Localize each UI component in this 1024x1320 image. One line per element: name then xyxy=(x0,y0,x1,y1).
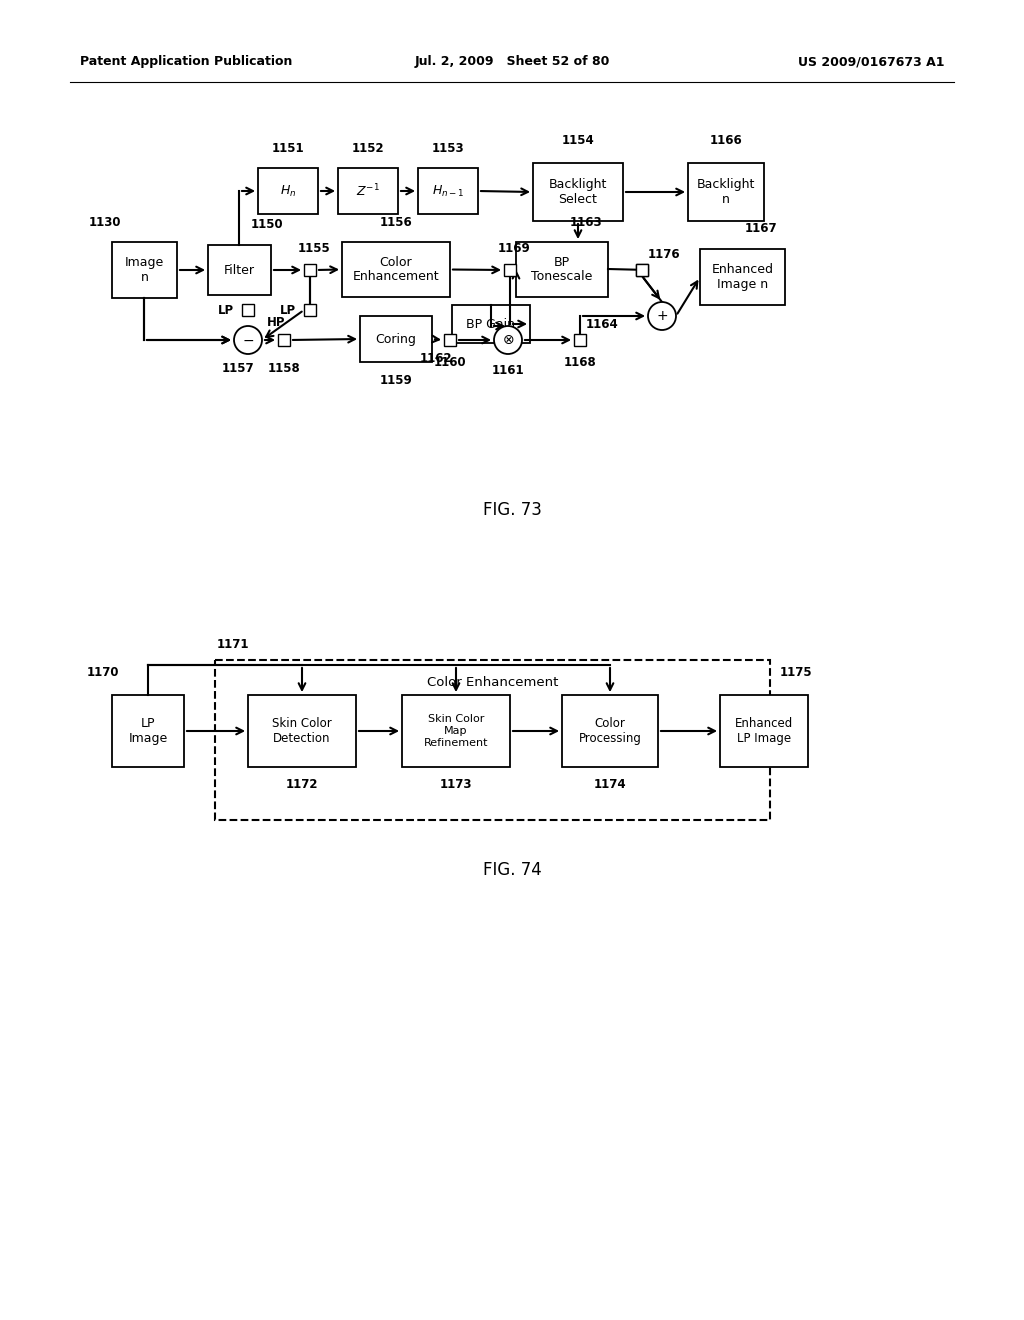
Text: Coring: Coring xyxy=(376,333,417,346)
Text: $H_n$: $H_n$ xyxy=(280,183,296,198)
Text: 1167: 1167 xyxy=(744,223,777,235)
Text: 1168: 1168 xyxy=(563,355,596,368)
Text: Skin Color
Detection: Skin Color Detection xyxy=(272,717,332,744)
Text: 1175: 1175 xyxy=(779,667,812,680)
Text: Enhanced
LP Image: Enhanced LP Image xyxy=(735,717,794,744)
Bar xyxy=(402,696,510,767)
Text: 1173: 1173 xyxy=(439,779,472,792)
Text: Color
Processing: Color Processing xyxy=(579,717,641,744)
Bar xyxy=(444,334,456,346)
Circle shape xyxy=(648,302,676,330)
Bar xyxy=(112,696,184,767)
Bar xyxy=(516,242,608,297)
Text: BP
Tonescale: BP Tonescale xyxy=(531,256,593,284)
Text: 1163: 1163 xyxy=(569,215,602,228)
Bar xyxy=(338,168,398,214)
Text: 1166: 1166 xyxy=(710,135,742,148)
Bar xyxy=(304,264,316,276)
Bar xyxy=(112,242,177,298)
Text: US 2009/0167673 A1: US 2009/0167673 A1 xyxy=(798,55,944,69)
Text: 1160: 1160 xyxy=(434,355,466,368)
Text: LP: LP xyxy=(280,304,296,317)
Text: $H_{n-1}$: $H_{n-1}$ xyxy=(432,183,464,198)
Text: Image
n: Image n xyxy=(125,256,164,284)
Text: FIG. 74: FIG. 74 xyxy=(482,861,542,879)
Bar xyxy=(215,660,770,820)
Text: Enhanced
Image n: Enhanced Image n xyxy=(712,263,773,290)
Text: Backlight
Select: Backlight Select xyxy=(549,178,607,206)
Text: Skin Color
Map
Refinement: Skin Color Map Refinement xyxy=(424,714,488,747)
Text: FIG. 73: FIG. 73 xyxy=(482,502,542,519)
Bar xyxy=(504,264,516,276)
Text: Jul. 2, 2009   Sheet 52 of 80: Jul. 2, 2009 Sheet 52 of 80 xyxy=(415,55,609,69)
Text: $+$: $+$ xyxy=(656,309,668,323)
Text: LP: LP xyxy=(218,304,234,317)
Text: Color Enhancement: Color Enhancement xyxy=(427,676,558,689)
Text: 1170: 1170 xyxy=(87,667,119,680)
Text: 1150: 1150 xyxy=(251,219,284,231)
Bar xyxy=(208,246,271,294)
Text: 1155: 1155 xyxy=(298,242,331,255)
Bar xyxy=(700,249,785,305)
Text: 1156: 1156 xyxy=(380,215,413,228)
Text: Color
Enhancement: Color Enhancement xyxy=(352,256,439,284)
Circle shape xyxy=(234,326,262,354)
Text: Patent Application Publication: Patent Application Publication xyxy=(80,55,293,69)
Text: 1152: 1152 xyxy=(351,141,384,154)
Text: 1153: 1153 xyxy=(432,141,464,154)
Bar xyxy=(360,315,432,362)
Bar xyxy=(574,334,586,346)
Text: 1154: 1154 xyxy=(561,135,594,148)
Bar xyxy=(258,168,318,214)
Bar xyxy=(534,162,623,220)
Bar xyxy=(418,168,478,214)
Text: Backlight
n: Backlight n xyxy=(696,178,755,206)
Bar xyxy=(248,696,356,767)
Text: 1151: 1151 xyxy=(271,141,304,154)
Text: 1162: 1162 xyxy=(420,352,453,366)
Text: 1159: 1159 xyxy=(380,374,413,387)
Bar xyxy=(636,264,648,276)
Text: $\otimes$: $\otimes$ xyxy=(502,333,514,347)
Text: 1174: 1174 xyxy=(594,779,627,792)
Text: 1161: 1161 xyxy=(492,363,524,376)
Bar xyxy=(688,162,764,220)
Text: $-$: $-$ xyxy=(242,333,254,347)
Text: 1158: 1158 xyxy=(267,362,300,375)
Text: 1176: 1176 xyxy=(648,248,680,260)
Text: 1164: 1164 xyxy=(586,318,618,330)
Bar xyxy=(636,264,648,276)
Text: $Z^{-1}$: $Z^{-1}$ xyxy=(356,182,380,199)
Bar xyxy=(242,304,254,315)
Text: LP
Image: LP Image xyxy=(128,717,168,744)
Text: 1169: 1169 xyxy=(498,242,530,255)
Bar xyxy=(278,334,290,346)
Bar xyxy=(304,304,316,315)
Text: Filter: Filter xyxy=(224,264,255,276)
Circle shape xyxy=(494,326,522,354)
Bar xyxy=(720,696,808,767)
Bar xyxy=(342,242,450,297)
Text: 1171: 1171 xyxy=(217,638,249,651)
Text: 1172: 1172 xyxy=(286,779,318,792)
Bar xyxy=(562,696,658,767)
Text: BP Gain: BP Gain xyxy=(467,318,515,330)
Text: 1130: 1130 xyxy=(88,215,121,228)
Text: 1157: 1157 xyxy=(221,362,254,375)
Bar xyxy=(452,305,530,343)
Text: HP: HP xyxy=(266,315,286,329)
